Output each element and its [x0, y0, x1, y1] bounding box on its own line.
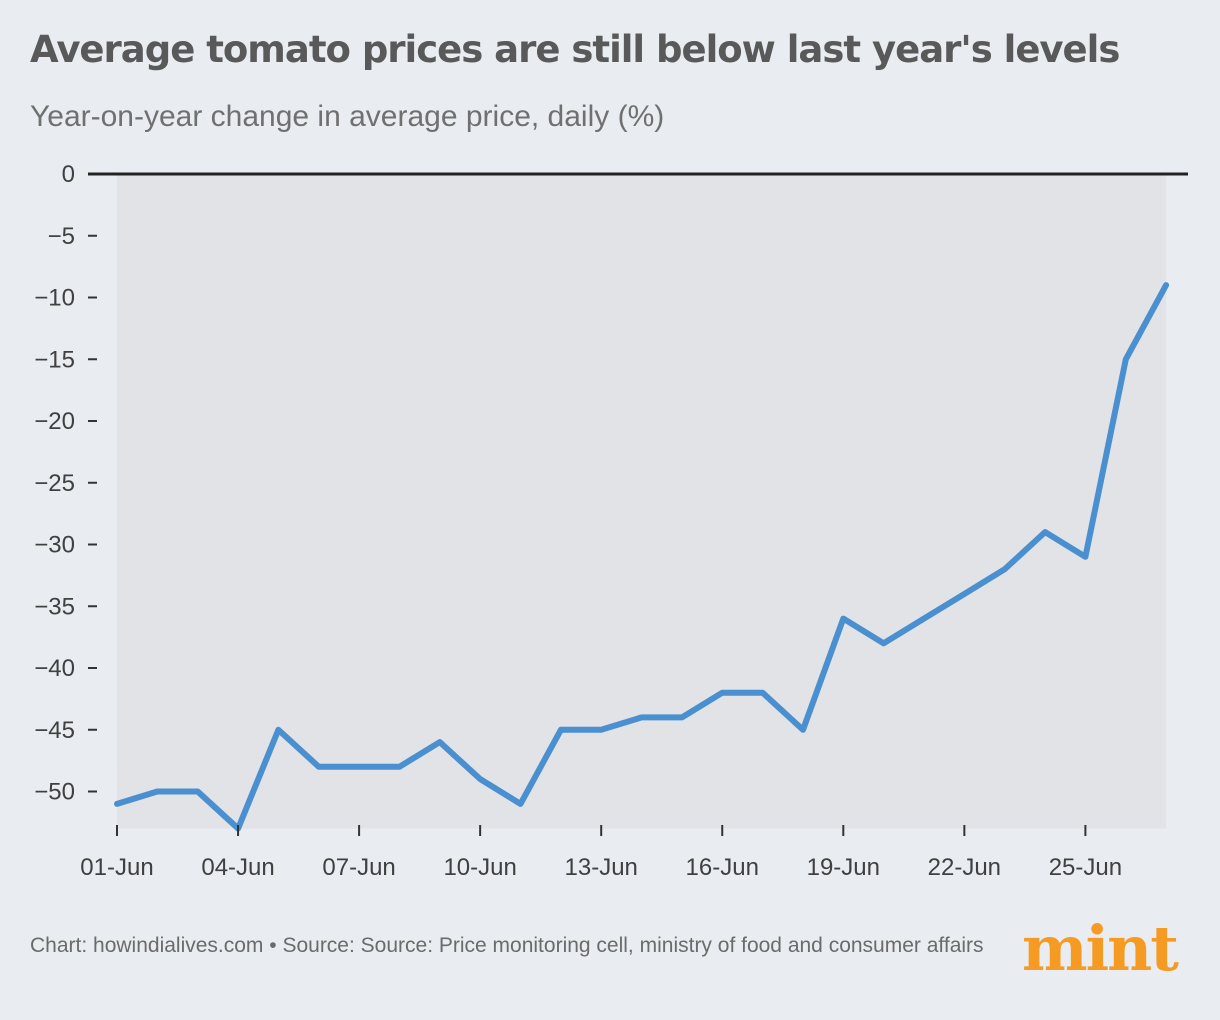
data-point: [1125, 358, 1127, 360]
source-note: Chart: howindialives.com • Source: Sourc…: [30, 934, 984, 957]
line-chart: 0 −5 −10 −15 −20 −25 −30 −35 −40 −45 −50 01-Jun 04-…: [34, 161, 1188, 881]
data-point: [398, 766, 400, 768]
data-point: [479, 778, 481, 780]
data-point: [197, 791, 199, 792]
data-point: [641, 716, 643, 718]
y-tick-label: −35: [34, 593, 75, 620]
x-tick-label: 16-Jun: [686, 854, 759, 881]
x-tick-label: 07-Jun: [322, 854, 395, 881]
data-point: [1165, 284, 1167, 286]
y-tick-label: −15: [34, 346, 75, 373]
data-point: [1084, 556, 1086, 558]
data-point: [116, 803, 118, 805]
data-point: [963, 593, 965, 595]
data-point: [883, 642, 885, 644]
data-point: [1004, 568, 1006, 570]
chart-subtitle: Year-on-year change in average price, da…: [30, 100, 665, 133]
mint-logo: mint: [1022, 912, 1179, 985]
y-tick-label: −30: [34, 532, 75, 559]
x-tick-label: 25-Jun: [1049, 854, 1122, 881]
x-tick-label: 19-Jun: [807, 854, 880, 881]
y-tick-label: 0: [62, 161, 75, 188]
y-tick-label: −20: [34, 408, 75, 435]
data-point: [318, 766, 320, 768]
data-point: [721, 692, 723, 694]
data-point: [923, 618, 925, 620]
data-point: [358, 766, 360, 768]
data-point: [600, 729, 602, 731]
chart-title: Average tomato prices are still below la…: [30, 28, 1120, 71]
y-tick-label: −45: [34, 717, 75, 744]
data-point: [802, 729, 804, 731]
plot-area-shade: [117, 174, 1167, 829]
x-tick-label: 04-Jun: [201, 854, 274, 881]
data-point: [1044, 531, 1046, 533]
data-point: [560, 729, 562, 731]
y-tick-label: −10: [34, 285, 75, 312]
data-point: [762, 692, 764, 694]
y-tick-label: −5: [48, 223, 75, 250]
data-point: [520, 803, 521, 805]
y-tick-label: −25: [34, 470, 75, 497]
x-tick-label: 01-Jun: [80, 854, 153, 881]
data-point: [681, 716, 683, 718]
y-tick-label: −50: [34, 779, 75, 806]
x-tick-label: 22-Jun: [928, 854, 1001, 881]
data-point: [156, 791, 158, 792]
y-tick-label: −40: [34, 655, 75, 682]
x-tick-label: 10-Jun: [443, 854, 516, 881]
data-point: [842, 618, 844, 620]
data-point: [277, 729, 279, 731]
x-tick-label: 13-Jun: [565, 854, 638, 881]
data-point: [439, 741, 441, 743]
